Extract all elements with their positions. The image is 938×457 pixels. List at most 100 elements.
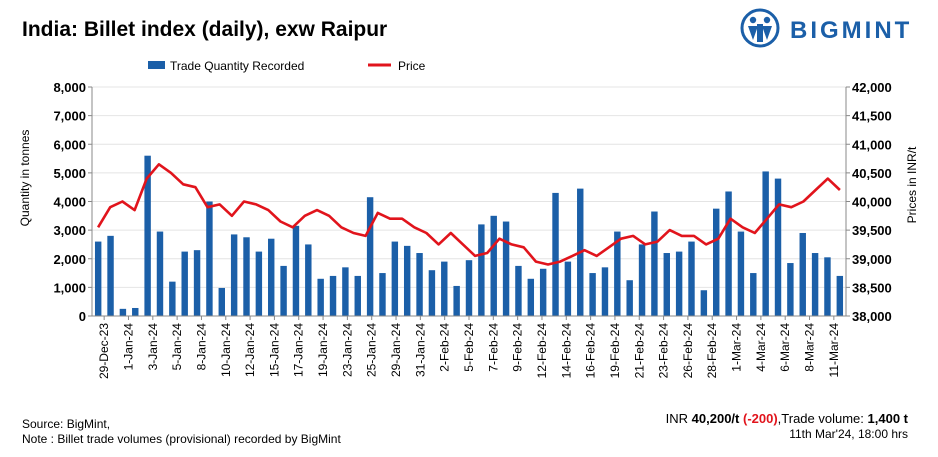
x-tick-label: 19-Feb-24: [608, 323, 622, 379]
quantity-bar: [527, 278, 535, 316]
quantity-bar: [651, 211, 658, 316]
quantity-bar: [268, 238, 275, 316]
quantity-bar: [243, 237, 250, 316]
quantity-bar: [539, 268, 547, 316]
quantity-bar: [181, 251, 188, 316]
x-tick-label: 1-Jan-24: [122, 323, 136, 371]
quantity-bar: [416, 253, 423, 316]
x-tick-label: 12-Feb-24: [535, 323, 549, 379]
price-summary: INR 40,200/t (-200),Trade volume: 1,400 …: [666, 411, 908, 426]
x-tick-label: 25-Jan-24: [365, 323, 379, 377]
billet-index-chart: 0 1,000 2,000 3,000 4,000 5,000 6,000 7,000 8,00…: [18, 59, 919, 379]
x-tick-label: 14-Feb-24: [559, 323, 573, 379]
x-tick-label: 29-Jan-24: [389, 323, 403, 377]
quantity-bar: [626, 280, 633, 316]
summary-timestamp: 11th Mar'24, 18:00 hrs: [789, 427, 908, 441]
x-tick-label: 11-Mar-24: [827, 323, 841, 378]
left-tick-label: 0: [79, 309, 86, 324]
quantity-bar: [663, 253, 670, 316]
summary-volume-label: ,Trade volume:: [777, 411, 868, 426]
right-tick-label: 41,500: [852, 109, 892, 124]
bigmint-logo-icon: [738, 8, 782, 53]
x-tick-label: 10-Jan-24: [219, 323, 233, 377]
legend-line-label: Price: [398, 59, 426, 73]
left-tick-label: 5,000: [53, 166, 86, 181]
x-tick-label: 9-Feb-24: [511, 323, 525, 372]
right-tick-label: 39,500: [852, 223, 892, 238]
quantity-bar: [712, 208, 720, 316]
quantity-bars: [94, 155, 844, 316]
quantity-bar: [601, 267, 609, 316]
quantity-bar: [107, 235, 114, 316]
quantity-bar: [94, 241, 102, 316]
quantity-bar: [305, 244, 312, 316]
right-tick-label: 40,000: [852, 195, 892, 210]
summary-change: (-200): [742, 411, 778, 426]
x-tick-label: 23-Feb-24: [657, 323, 671, 379]
quantity-bar: [515, 265, 522, 316]
x-tick-label: 8-Jan-24: [195, 323, 209, 371]
quantity-bar: [787, 263, 794, 316]
quantity-bar: [119, 308, 127, 316]
quantity-bar: [700, 290, 708, 316]
x-axis-ticks: 29-Dec-23 1-Jan-24 3-Jan-24 5-Jan-24 8-Jan-2…: [97, 323, 841, 379]
quantity-bar: [156, 231, 164, 316]
x-tick-label: 26-Feb-24: [681, 323, 695, 379]
quantity-bar: [366, 197, 374, 316]
legend-bar-swatch: [148, 61, 165, 69]
left-tick-label: 6,000: [53, 137, 86, 152]
x-tick-label: 23-Jan-24: [340, 323, 354, 377]
quantity-bar: [465, 260, 473, 316]
footer-source: Source: BigMint,: [22, 417, 111, 431]
chart-title: India: Billet index (daily), exw Raipur: [22, 18, 388, 41]
quantity-bar: [589, 273, 596, 316]
right-tick-label: 41,000: [852, 137, 892, 152]
quantity-bar: [317, 278, 324, 316]
x-tick-label: 15-Jan-24: [267, 323, 281, 377]
quantity-bar: [675, 251, 683, 316]
quantity-bar: [428, 270, 436, 316]
x-tick-label: 3-Jan-24: [146, 323, 160, 371]
quantity-bar: [218, 287, 226, 316]
left-tick-label: 7,000: [53, 109, 86, 124]
quantity-bar: [379, 273, 386, 316]
quantity-bar: [750, 273, 757, 316]
x-tick-label: 21-Feb-24: [632, 323, 646, 379]
quantity-bar: [230, 234, 238, 316]
gridlines: [92, 86, 846, 288]
quantity-bar: [811, 253, 819, 316]
right-tick-label: 38,000: [852, 309, 892, 324]
x-tick-label: 4-Mar-24: [754, 323, 768, 372]
quantity-bar: [490, 215, 497, 316]
x-tick-label: 2-Feb-24: [438, 323, 452, 372]
x-tick-label: 8-Mar-24: [803, 323, 817, 372]
summary-price: 40,200/t: [691, 411, 740, 426]
quantity-bar: [453, 285, 460, 316]
quantity-bar: [774, 178, 782, 316]
right-axis-ticks: 38,000 38,500 39,000 39,500 40,000 40,500 41,0…: [852, 80, 892, 324]
quantity-bar: [391, 241, 399, 316]
x-tick-label: 1-Mar-24: [730, 323, 744, 372]
quantity-bar: [564, 261, 572, 316]
right-tick-label: 40,500: [852, 166, 892, 181]
brand-name: BIGMINT: [790, 17, 913, 44]
quantity-bar: [614, 231, 621, 316]
quantity-bar: [403, 245, 411, 316]
left-tick-label: 1,000: [53, 280, 86, 295]
x-tick-label: 29-Dec-23: [97, 323, 111, 379]
legend: Trade Quantity Recorded Price: [148, 59, 426, 73]
right-tick-label: 42,000: [852, 80, 892, 95]
right-axis-label: Prices in INR/t: [905, 146, 919, 223]
quantity-bar: [824, 257, 831, 316]
quantity-bar: [280, 265, 287, 316]
quantity-bar: [737, 231, 745, 316]
right-tick-label: 39,000: [852, 252, 892, 267]
quantity-bar: [638, 244, 646, 316]
quantity-bar: [688, 241, 695, 316]
left-axis-ticks: 0 1,000 2,000 3,000 4,000 5,000 6,000 7,000 8,00…: [53, 80, 86, 324]
quantity-bar: [552, 192, 559, 316]
x-tick-label: 16-Feb-24: [584, 323, 598, 379]
quantity-bar: [329, 275, 337, 316]
summary-volume: 1,400 t: [867, 411, 908, 426]
quantity-bar: [144, 155, 151, 316]
